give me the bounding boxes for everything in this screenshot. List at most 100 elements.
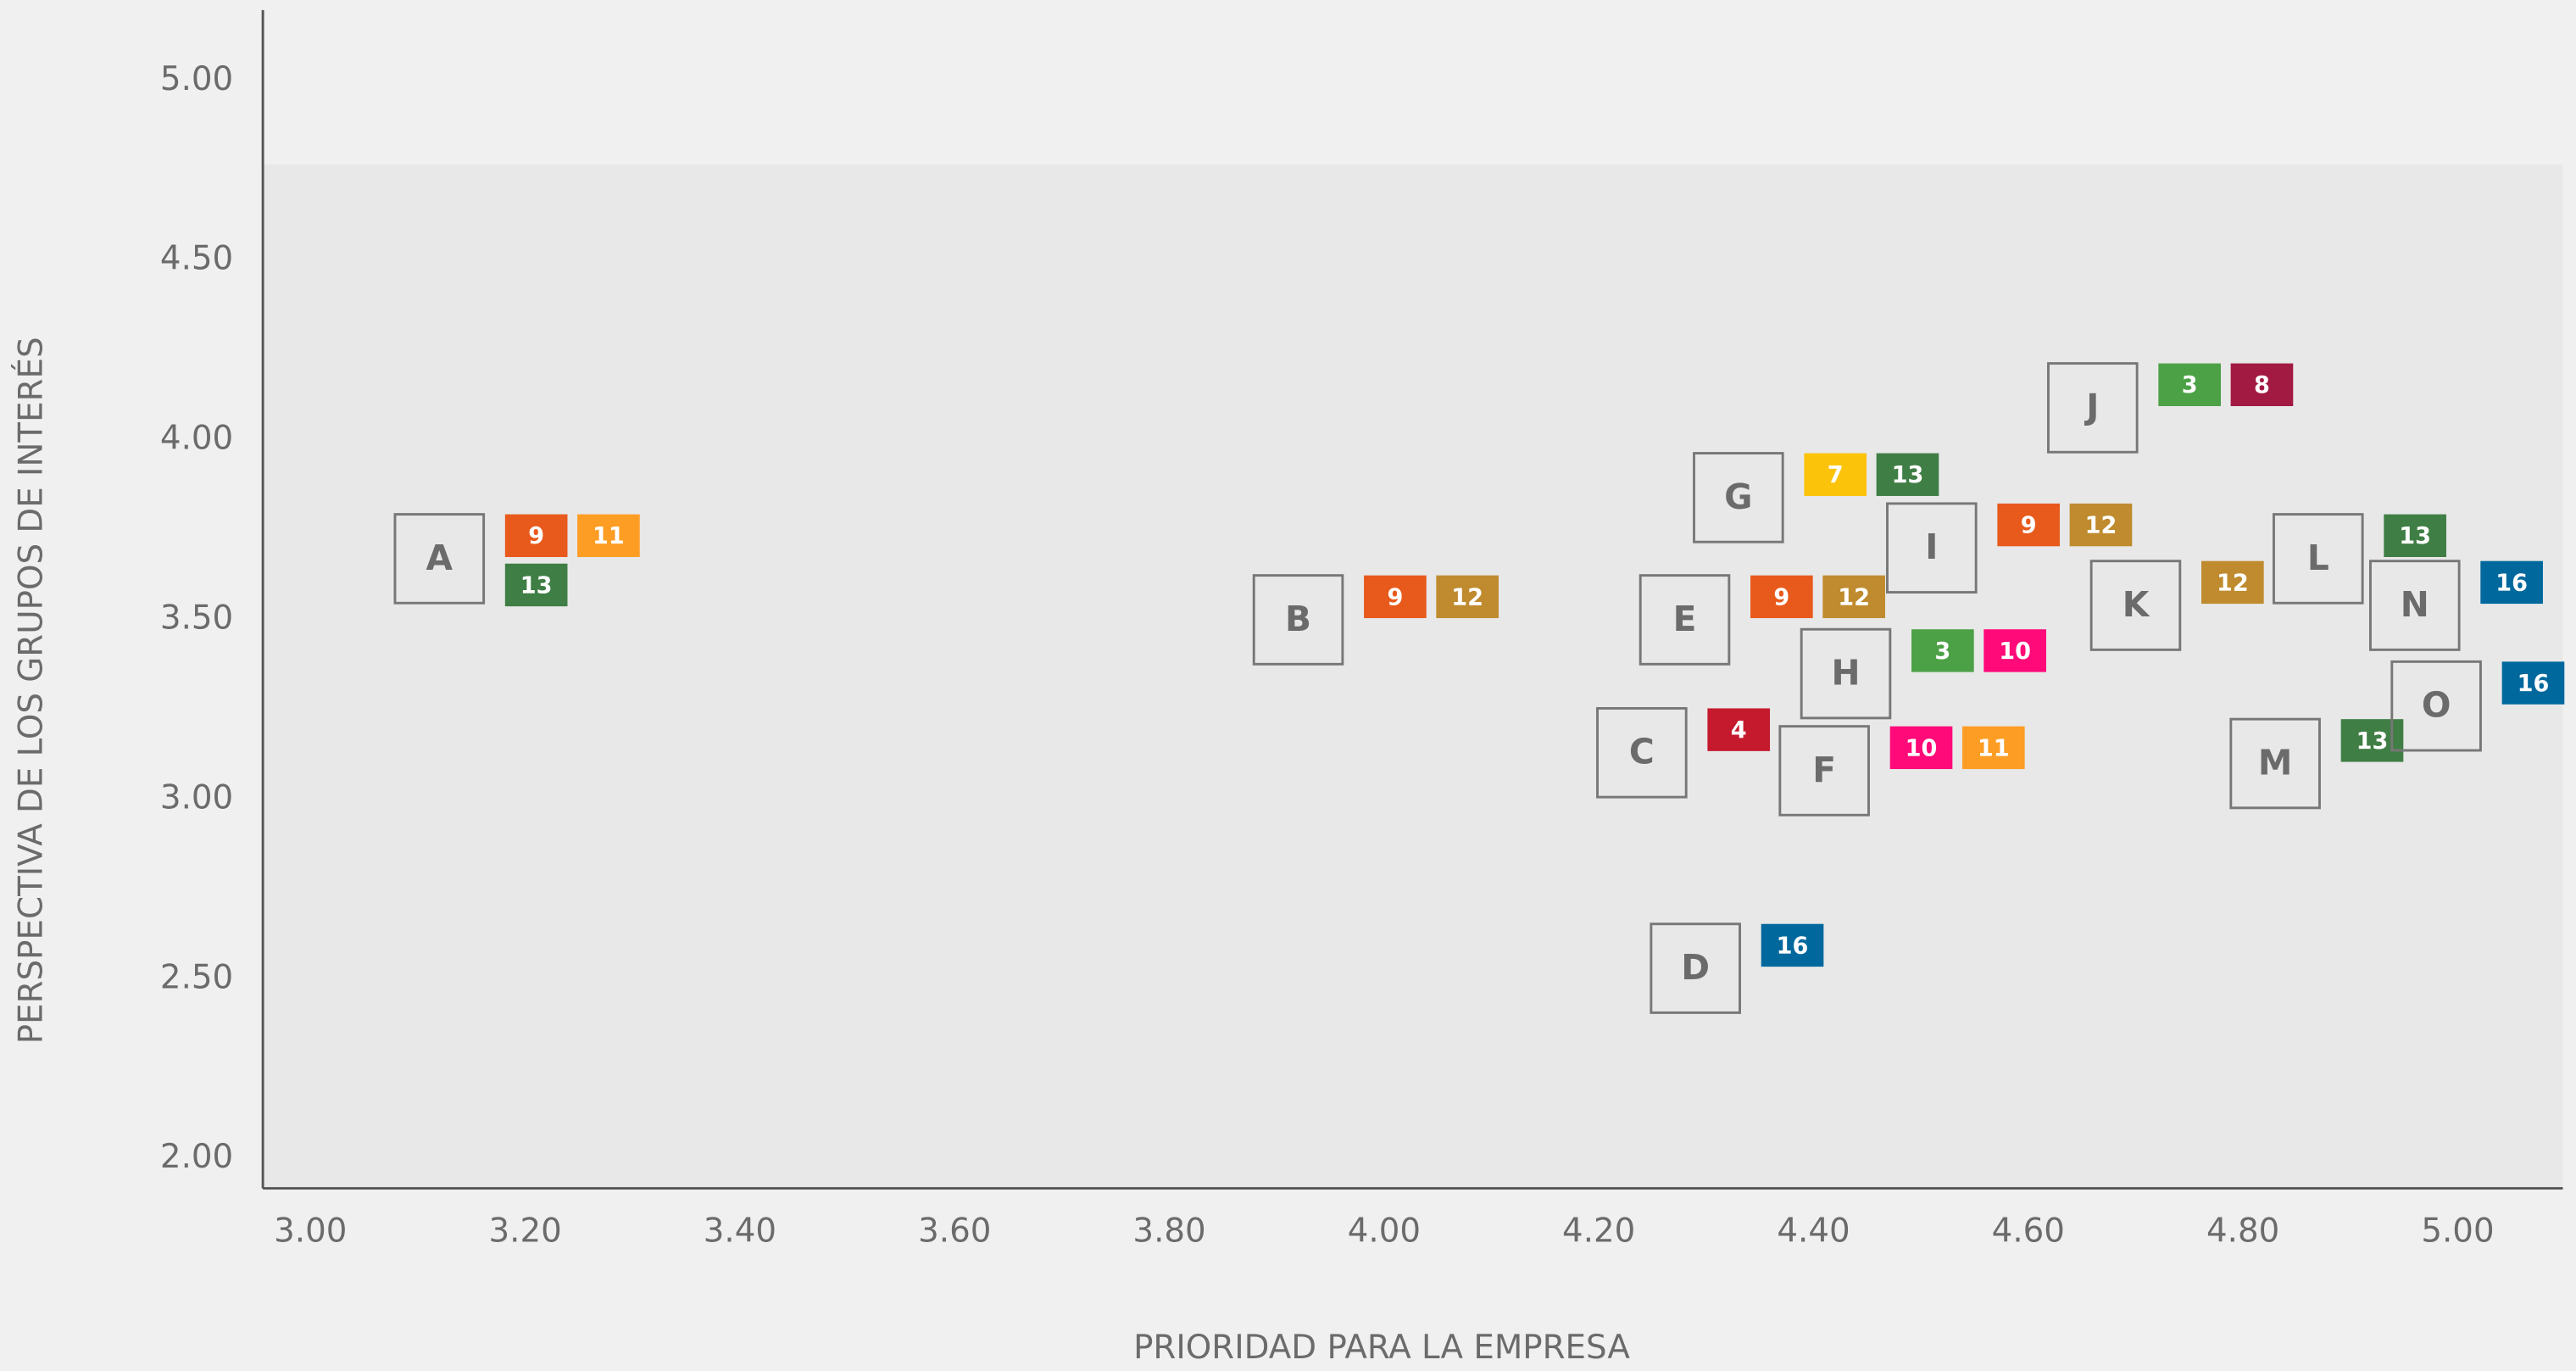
x-tick-label: 3.80 [1132, 1212, 1205, 1250]
sdg-badge [1911, 629, 1974, 672]
point-label: O [2422, 685, 2451, 726]
point-box [2229, 717, 2321, 810]
sdg-badge-label: 9 [1773, 584, 1789, 610]
point-label: G [1724, 477, 1752, 517]
sdg-badge-label: 16 [2495, 570, 2528, 596]
x-axis-title: PRIORIDAD PARA LA EMPRESA [1133, 1329, 1630, 1367]
sdg-badge-label: 3 [1934, 638, 1950, 665]
point-label: C [1629, 732, 1655, 772]
sdg-badge [1876, 453, 1939, 496]
y-tick-label: 2.00 [160, 1138, 233, 1176]
sdg-badge-label: 13 [2399, 523, 2431, 549]
sdg-badge [1750, 575, 1813, 619]
x-tick-label: 4.00 [1348, 1212, 1421, 1250]
sdg-badge-label: 12 [1451, 584, 1483, 610]
x-tick-label: 4.20 [1562, 1212, 1635, 1250]
sdg-badge-label: 12 [2085, 513, 2117, 539]
point-label: N [2401, 584, 2429, 625]
point-label: J [2084, 387, 2099, 427]
sdg-badge [2384, 514, 2446, 557]
sdg-badge-label: 9 [528, 523, 544, 549]
sdg-badge [1822, 575, 1885, 619]
sdg-badge-label: 3 [2182, 372, 2198, 398]
sdg-badge-label: 7 [1828, 462, 1844, 488]
point-box [2390, 660, 2482, 752]
sdg-badge-label: 13 [1892, 462, 1924, 488]
point-label: B [1285, 599, 1311, 639]
sdg-badge [1364, 575, 1427, 619]
x-tick-label: 4.80 [2206, 1212, 2279, 1250]
sdg-badge [577, 514, 640, 557]
point-box [1693, 452, 1784, 543]
point-box [1650, 922, 1741, 1014]
y-tick-label: 4.00 [160, 420, 233, 458]
x-tick-label: 5.00 [2421, 1212, 2494, 1250]
point-box [1639, 574, 1731, 666]
point-box [2089, 560, 2182, 651]
y-tick-label: 2.50 [160, 958, 233, 996]
point-box [2047, 362, 2139, 454]
sdg-badge [2069, 503, 2133, 547]
point-label: K [2123, 584, 2150, 625]
point-label: A [426, 538, 453, 578]
sdg-badge [1997, 503, 2061, 547]
y-axis-title: PERSPECTIVA DE LOS GRUPOS DE INTERÉS [10, 337, 50, 1044]
point-label: L [2307, 538, 2329, 578]
point-box [1252, 574, 1344, 666]
sdg-badge-label: 13 [520, 572, 553, 599]
x-tick-label: 3.00 [274, 1212, 347, 1250]
point-label: M [2258, 742, 2293, 783]
sdg-badge-label: 12 [1838, 584, 1870, 610]
y-tick-label: 3.50 [160, 599, 233, 637]
sdg-badge-label: 8 [2254, 372, 2270, 398]
point-box [393, 513, 486, 605]
sdg-badge-label: 4 [1731, 717, 1747, 744]
sdg-badge-label: 12 [2217, 570, 2249, 596]
sdg-badge [1436, 575, 1499, 619]
sdg-badge [1983, 629, 2046, 672]
point-box [2273, 513, 2364, 605]
sdg-badge-label: 9 [2021, 513, 2037, 539]
sdg-badge-label: 10 [1906, 735, 1938, 761]
point-label: E [1673, 599, 1697, 639]
sdg-badge [2501, 661, 2565, 705]
x-tick-label: 3.60 [918, 1212, 991, 1250]
sdg-badge-label: 11 [1978, 735, 2010, 761]
point-box [1778, 725, 1870, 816]
x-tick-label: 4.40 [1777, 1212, 1850, 1250]
x-tick-label: 3.40 [704, 1212, 776, 1250]
point-label: F [1812, 750, 1836, 790]
point-label: I [1925, 527, 1938, 567]
sdg-badge [1761, 923, 1824, 967]
x-tick-label: 3.20 [488, 1212, 561, 1250]
sdg-badge [2230, 363, 2294, 406]
sdg-badge [2158, 363, 2221, 406]
sdg-badge [1707, 708, 1771, 751]
sdg-badge-label: 9 [1387, 584, 1403, 610]
point-box [2369, 560, 2461, 651]
y-tick-label: 5.00 [160, 60, 233, 98]
point-label: H [1831, 652, 1860, 693]
sdg-badge [504, 514, 568, 557]
point-box [1596, 706, 1688, 799]
sdg-badge [1961, 726, 2025, 770]
sdg-badge-label: 16 [1777, 933, 1809, 959]
x-tick-label: 4.60 [1992, 1212, 2065, 1250]
sdg-badge-label: 11 [593, 523, 625, 549]
point-box [1800, 627, 1892, 720]
sdg-badge [1804, 453, 1867, 496]
sdg-badge-label: 13 [2356, 728, 2389, 755]
y-tick-label: 3.00 [160, 778, 233, 816]
sdg-badge [1889, 726, 1953, 770]
y-tick-label: 4.50 [160, 240, 233, 278]
sdg-badge [2201, 560, 2264, 605]
sdg-badge [2480, 560, 2543, 605]
sdg-badge-label: 10 [1999, 638, 2031, 665]
point-box [1886, 502, 1978, 594]
point-label: D [1681, 947, 1710, 988]
plot-area [263, 164, 2563, 1189]
sdg-badge [504, 563, 568, 607]
sdg-badge-label: 16 [2518, 671, 2550, 697]
